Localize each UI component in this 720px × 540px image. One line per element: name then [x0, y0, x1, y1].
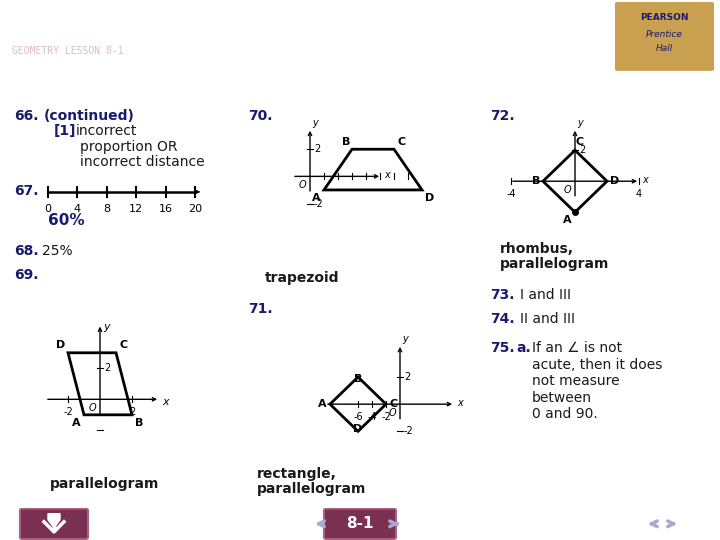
Text: x: x: [162, 397, 168, 407]
Text: 2: 2: [404, 372, 410, 382]
Text: -4: -4: [367, 412, 377, 422]
Text: 4: 4: [74, 204, 81, 213]
Text: x: x: [457, 398, 463, 408]
Text: A: A: [563, 215, 572, 225]
Text: A: A: [312, 193, 321, 203]
Text: C: C: [575, 137, 583, 147]
Text: O: O: [388, 408, 396, 418]
Text: 8: 8: [103, 204, 110, 213]
Text: between: between: [532, 390, 592, 404]
Text: A: A: [73, 418, 81, 428]
Text: II and III: II and III: [520, 312, 575, 326]
Text: 68.: 68.: [14, 244, 39, 258]
FancyBboxPatch shape: [324, 509, 396, 539]
Text: C: C: [397, 137, 405, 147]
Text: 66.: 66.: [14, 109, 38, 123]
Text: trapezoid: trapezoid: [265, 272, 340, 285]
Text: a.: a.: [516, 341, 531, 355]
Text: PAGE: PAGE: [651, 495, 681, 504]
Text: proportion OR: proportion OR: [80, 139, 178, 153]
Text: 4: 4: [636, 189, 642, 199]
Text: incorrect: incorrect: [76, 124, 138, 138]
Text: rhombus,: rhombus,: [500, 242, 574, 256]
Text: -2: -2: [404, 426, 414, 436]
Text: O: O: [563, 185, 571, 195]
Text: 12: 12: [129, 204, 143, 213]
Text: O: O: [298, 180, 306, 190]
Text: 69.: 69.: [14, 268, 38, 282]
Text: -6: -6: [354, 412, 363, 422]
Text: -2: -2: [63, 407, 73, 417]
Text: parallelogram: parallelogram: [257, 482, 366, 496]
Text: y: y: [402, 334, 408, 344]
Text: Hall: Hall: [655, 44, 672, 53]
Text: O: O: [89, 403, 96, 413]
FancyBboxPatch shape: [20, 509, 88, 539]
Text: 16: 16: [158, 204, 173, 213]
Text: 0: 0: [45, 204, 52, 213]
Text: parallelogram: parallelogram: [50, 477, 159, 491]
Text: D: D: [425, 193, 434, 203]
Text: x: x: [642, 175, 648, 185]
Text: 70.: 70.: [248, 109, 272, 123]
Text: 73.: 73.: [490, 288, 515, 302]
FancyBboxPatch shape: [615, 2, 714, 71]
Text: not measure: not measure: [532, 374, 620, 388]
Text: (continued): (continued): [44, 109, 135, 123]
Text: -2: -2: [381, 412, 391, 422]
Text: B: B: [531, 176, 540, 186]
Text: B: B: [354, 374, 362, 384]
Text: 25%: 25%: [42, 244, 73, 258]
Text: MAIN MENU: MAIN MENU: [19, 495, 89, 504]
Text: parallelogram: parallelogram: [500, 257, 609, 271]
Text: y: y: [577, 118, 582, 128]
Text: C: C: [119, 340, 127, 350]
Text: y: y: [103, 322, 109, 332]
Text: acute, then it does: acute, then it does: [532, 357, 662, 372]
Text: B: B: [135, 418, 143, 428]
Text: rectangle,: rectangle,: [257, 467, 337, 481]
Text: x: x: [384, 170, 390, 180]
Text: 8-1: 8-1: [346, 516, 374, 531]
Text: 75.: 75.: [490, 341, 515, 355]
Text: PEARSON: PEARSON: [640, 13, 688, 22]
Text: A: A: [318, 399, 327, 409]
Text: 20: 20: [188, 204, 202, 213]
Text: 71.: 71.: [248, 302, 273, 316]
Text: 74.: 74.: [490, 312, 515, 326]
Text: 60%: 60%: [48, 213, 85, 228]
Text: B: B: [341, 137, 350, 147]
Text: D: D: [55, 340, 65, 350]
Text: -4: -4: [506, 189, 516, 199]
Text: 2: 2: [579, 145, 585, 155]
Text: 2: 2: [314, 144, 320, 154]
Text: 2: 2: [129, 407, 135, 417]
Text: If an ∠ is not: If an ∠ is not: [532, 341, 622, 355]
Text: 72.: 72.: [490, 109, 515, 123]
Text: Ratios and Proportions: Ratios and Proportions: [12, 5, 319, 29]
Text: I and III: I and III: [520, 288, 571, 302]
Text: GEOMETRY LESSON 8-1: GEOMETRY LESSON 8-1: [12, 45, 124, 56]
Text: D: D: [610, 176, 619, 186]
Text: 67.: 67.: [14, 184, 38, 198]
Text: incorrect distance: incorrect distance: [80, 155, 204, 169]
Text: LESSON: LESSON: [337, 495, 383, 504]
Text: 0 and 90.: 0 and 90.: [532, 407, 598, 421]
Text: [1]: [1]: [54, 124, 76, 138]
Text: Student Edition Answers: Student Edition Answers: [12, 79, 205, 93]
Text: -2: -2: [314, 199, 324, 208]
Text: C: C: [389, 399, 397, 409]
Text: Prentice: Prentice: [646, 30, 683, 39]
Text: y: y: [312, 118, 318, 128]
Text: D: D: [354, 424, 363, 434]
Text: 2: 2: [104, 363, 110, 373]
Polygon shape: [48, 514, 60, 528]
